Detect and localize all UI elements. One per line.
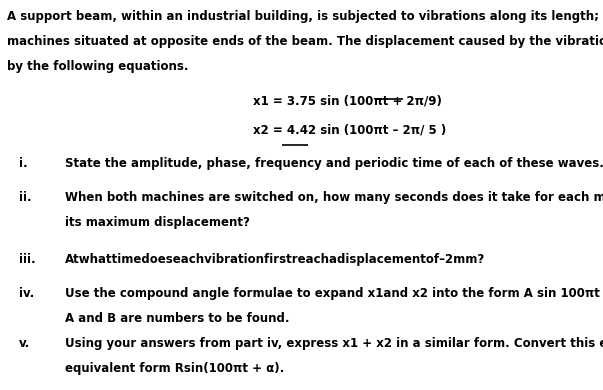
Text: iii.: iii.	[19, 253, 36, 266]
Text: ii.: ii.	[19, 191, 32, 204]
Text: by the following equations.: by the following equations.	[7, 60, 189, 73]
Text: Atwhattimedoeseachvibrationfirstreachadisplacementof–2mm?: Atwhattimedoeseachvibrationfirstreachadi…	[65, 253, 485, 266]
Text: State the amplitude, phase, frequency and periodic time of each of these waves.: State the amplitude, phase, frequency an…	[65, 157, 603, 170]
Text: Using your answers from part iv, express x1 + x2 in a similar form. Convert this: Using your answers from part iv, express…	[65, 337, 603, 350]
Text: equivalent form Rsin(100πt + α).: equivalent form Rsin(100πt + α).	[65, 362, 285, 375]
Text: v.: v.	[19, 337, 31, 350]
Text: Use the compound angle formulae to expand x1and x2 into the form A sin 100πt ± B: Use the compound angle formulae to expan…	[65, 287, 603, 300]
Text: iv.: iv.	[19, 287, 34, 300]
Text: A and B are numbers to be found.: A and B are numbers to be found.	[65, 312, 289, 325]
Text: its maximum displacement?: its maximum displacement?	[65, 216, 250, 229]
Text: x2 = 4.42 sin (100πt – 2π/ 5 ): x2 = 4.42 sin (100πt – 2π/ 5 )	[253, 124, 446, 137]
Text: A support beam, within an industrial building, is subjected to vibrations along : A support beam, within an industrial bui…	[7, 10, 603, 23]
Text: x1 = 3.75 sin (100πt + 2π/9): x1 = 3.75 sin (100πt + 2π/9)	[253, 95, 442, 108]
Text: i.: i.	[19, 157, 28, 170]
Text: machines situated at opposite ends of the beam. The displacement caused by the v: machines situated at opposite ends of th…	[7, 35, 603, 48]
Text: When both machines are switched on, how many seconds does it take for each machi: When both machines are switched on, how …	[65, 191, 603, 204]
